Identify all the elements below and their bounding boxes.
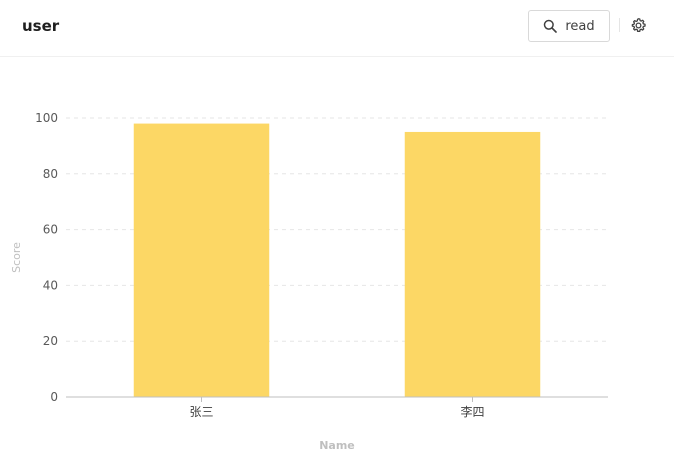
bar[interactable] xyxy=(133,123,270,397)
x-axis-title: Name xyxy=(319,439,355,452)
x-tick-label: 李四 xyxy=(460,404,484,419)
x-tick-label: 张三 xyxy=(189,405,213,419)
header: user read xyxy=(0,0,674,57)
bar[interactable] xyxy=(404,131,541,397)
gear-icon[interactable] xyxy=(630,17,647,34)
y-tick-label: 40 xyxy=(43,278,58,292)
y-tick-label: 60 xyxy=(43,223,58,237)
y-axis-title: Score xyxy=(10,242,23,273)
y-tick-label: 20 xyxy=(43,334,58,348)
read-button-label: read xyxy=(565,18,595,34)
y-tick-label: 0 xyxy=(50,390,58,404)
search-icon xyxy=(544,19,558,33)
chart-area: 0 20 40 60 80 100 张三 李四 Name Score xyxy=(0,57,674,464)
read-button[interactable]: read xyxy=(528,10,610,42)
bar-chart: 0 20 40 60 80 100 张三 李四 Name Score xyxy=(10,111,608,452)
y-tick-label: 80 xyxy=(43,167,58,181)
header-divider xyxy=(619,18,620,32)
y-tick-label: 100 xyxy=(35,111,58,125)
page-title: user xyxy=(22,17,60,35)
